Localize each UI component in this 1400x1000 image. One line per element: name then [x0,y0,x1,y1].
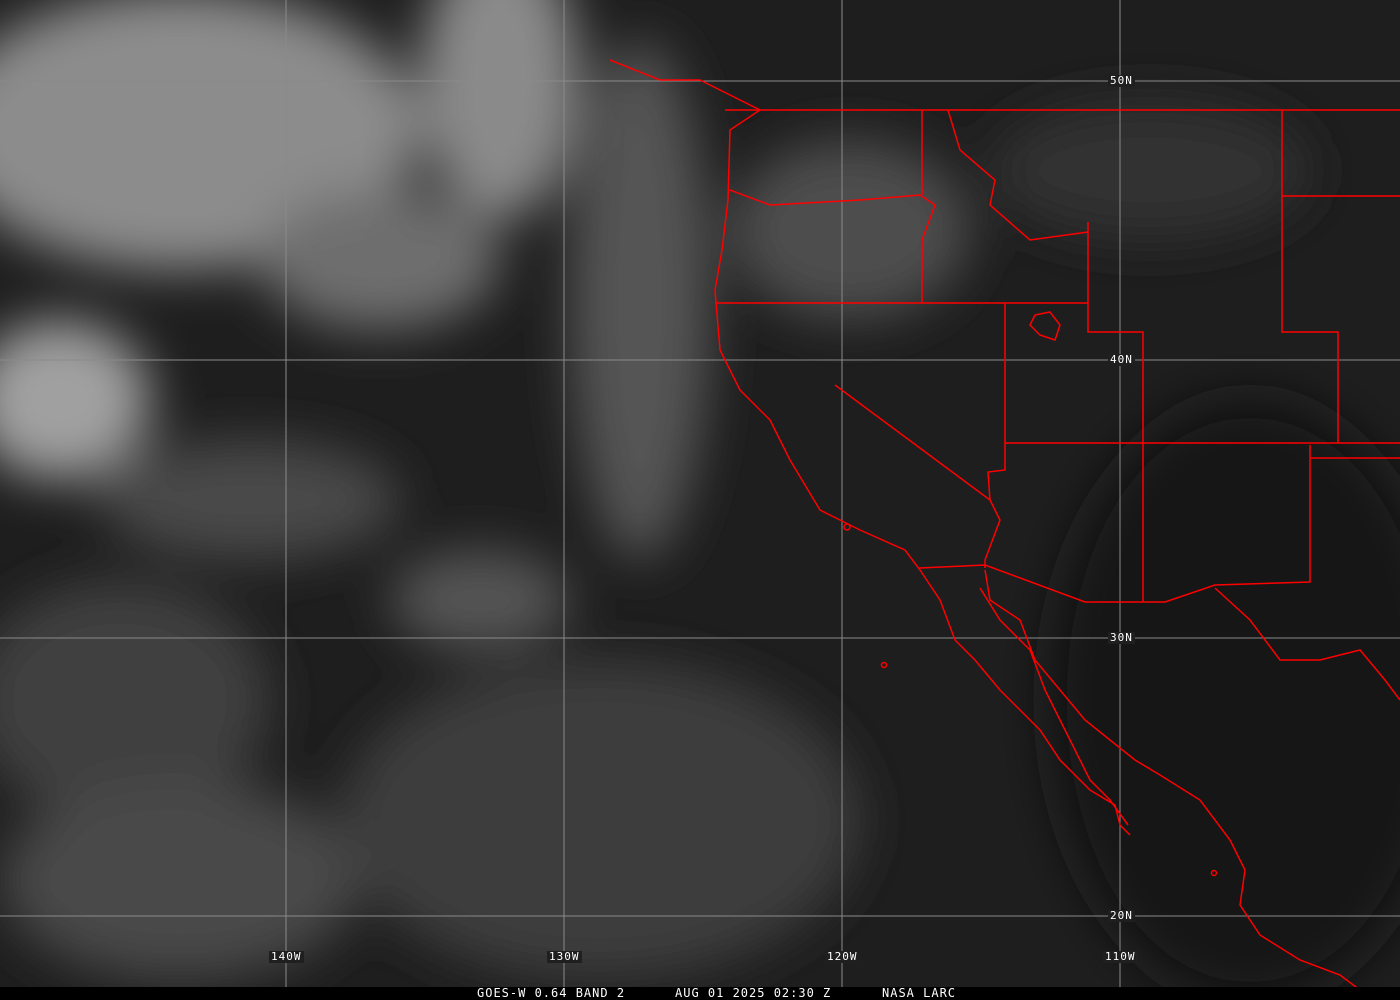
island [880,661,888,669]
lon-label-110w: 110W [1103,950,1138,963]
political-borders [609,59,1400,991]
pacific-coastline [609,59,1131,836]
island [1210,869,1218,877]
image-caption-bar: GOES-W 0.64 BAND 2 AUG 01 2025 02:30 Z N… [0,987,1400,1000]
lat-label-20n: 20N [1108,909,1135,922]
utah-border [1087,222,1144,443]
nm-tx-border [1164,445,1311,603]
ca-nv-border [834,384,1001,568]
gulf-california-west-coast [979,587,1129,826]
lat-label-50n: 50N [1108,74,1135,87]
idaho-montana-border [947,109,1089,241]
lat-label-40n: 40N [1108,353,1135,366]
island [843,523,851,531]
wy-co-border [1281,110,1339,443]
mexico-mainland-coast [984,569,1361,991]
wa-or-border [729,189,936,303]
satellite-band-label: GOES-W 0.64 BAND 2 [477,986,626,1000]
timestamp: AUG 01 2025 02:30 Z [675,986,832,1000]
lat-label-30n: 30N [1108,631,1135,644]
us-mexico-border [919,564,1165,603]
lon-label-120w: 120W [825,950,860,963]
credit: NASA LARC [882,986,957,1000]
nv-border [987,303,1006,501]
mexico-gulf-coast [1214,587,1400,701]
lon-label-140w: 140W [269,950,304,963]
lake-outline [1029,311,1061,341]
lon-label-130w: 130W [547,950,582,963]
